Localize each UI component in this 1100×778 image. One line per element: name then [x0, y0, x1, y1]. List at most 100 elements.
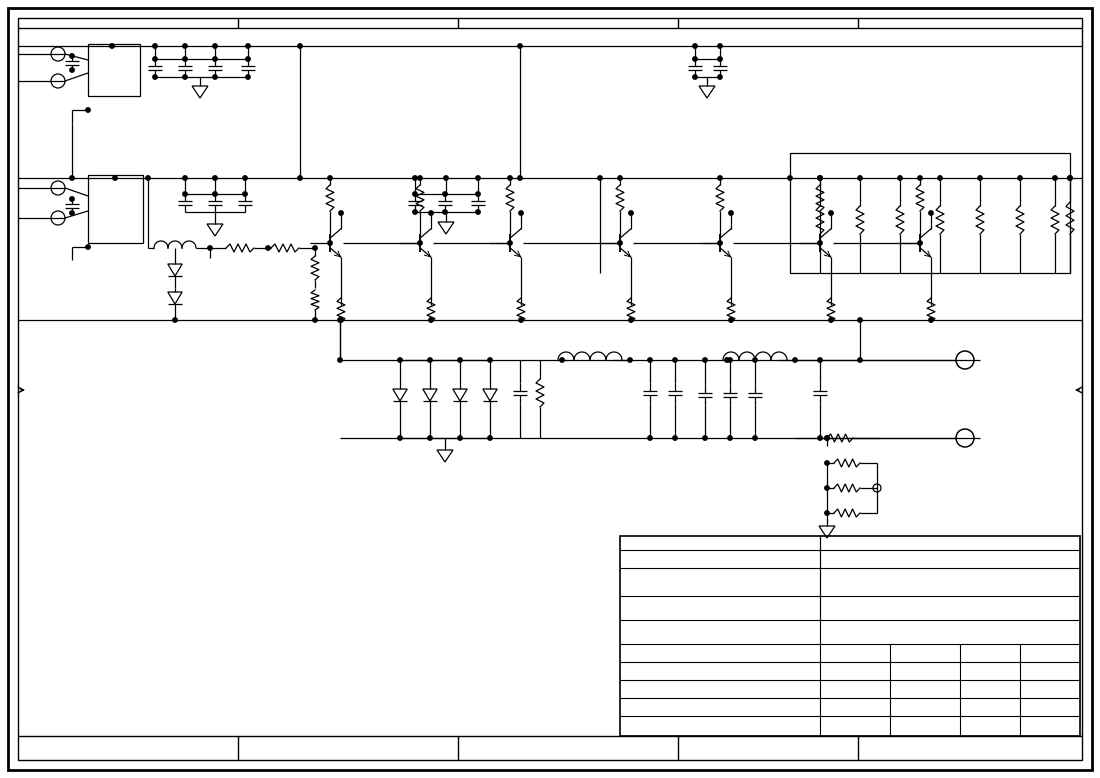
Circle shape — [428, 358, 432, 363]
Circle shape — [266, 246, 271, 251]
Circle shape — [718, 176, 723, 180]
Circle shape — [693, 57, 697, 61]
Circle shape — [183, 44, 187, 48]
Circle shape — [183, 57, 187, 61]
Circle shape — [729, 317, 734, 322]
Circle shape — [328, 176, 332, 180]
Circle shape — [1068, 176, 1072, 180]
Circle shape — [618, 241, 623, 245]
Circle shape — [718, 44, 723, 48]
Circle shape — [418, 241, 422, 245]
Circle shape — [518, 44, 522, 48]
Circle shape — [476, 192, 481, 196]
Circle shape — [212, 75, 217, 79]
Circle shape — [560, 358, 564, 363]
Circle shape — [339, 211, 343, 216]
Circle shape — [718, 241, 723, 245]
Circle shape — [718, 75, 723, 79]
Circle shape — [153, 44, 157, 48]
Circle shape — [69, 176, 74, 180]
Circle shape — [458, 436, 462, 440]
Circle shape — [429, 317, 433, 322]
Circle shape — [673, 436, 678, 440]
Circle shape — [817, 358, 822, 363]
Circle shape — [458, 358, 462, 363]
Circle shape — [728, 358, 733, 363]
Circle shape — [825, 511, 829, 515]
Circle shape — [718, 57, 723, 61]
Circle shape — [173, 317, 177, 322]
Circle shape — [487, 436, 492, 440]
Bar — [790, 153, 1070, 273]
Circle shape — [725, 358, 729, 363]
Circle shape — [212, 192, 217, 196]
Circle shape — [1018, 176, 1022, 180]
Circle shape — [519, 211, 524, 216]
Circle shape — [245, 57, 250, 61]
Circle shape — [212, 44, 217, 48]
Circle shape — [476, 176, 481, 180]
Circle shape — [398, 358, 403, 363]
Circle shape — [328, 241, 332, 245]
Circle shape — [1068, 176, 1072, 180]
Circle shape — [788, 176, 792, 180]
Circle shape — [858, 317, 862, 322]
Circle shape — [183, 75, 187, 79]
Circle shape — [212, 176, 217, 180]
Circle shape — [69, 54, 74, 58]
Circle shape — [183, 176, 187, 180]
Circle shape — [153, 57, 157, 61]
Bar — [88, 44, 140, 96]
Circle shape — [69, 68, 74, 72]
Circle shape — [729, 211, 734, 216]
Circle shape — [817, 176, 822, 180]
Circle shape — [212, 57, 217, 61]
Circle shape — [752, 436, 757, 440]
Circle shape — [629, 317, 634, 322]
Circle shape — [183, 192, 187, 196]
Circle shape — [338, 358, 342, 363]
Circle shape — [339, 317, 343, 322]
Circle shape — [793, 358, 798, 363]
Circle shape — [412, 210, 417, 214]
Circle shape — [429, 211, 433, 216]
Circle shape — [245, 75, 250, 79]
Circle shape — [519, 317, 524, 322]
Circle shape — [298, 44, 302, 48]
Circle shape — [245, 44, 250, 48]
Circle shape — [693, 44, 697, 48]
Circle shape — [146, 176, 151, 180]
Circle shape — [428, 436, 432, 440]
Circle shape — [243, 176, 248, 180]
Circle shape — [858, 358, 862, 363]
Circle shape — [69, 197, 74, 202]
Bar — [88, 175, 143, 243]
Circle shape — [858, 176, 862, 180]
Circle shape — [487, 358, 492, 363]
Circle shape — [648, 358, 652, 363]
Circle shape — [938, 176, 943, 180]
Circle shape — [153, 75, 157, 79]
Circle shape — [86, 245, 90, 249]
Circle shape — [817, 436, 822, 440]
Circle shape — [928, 211, 933, 216]
Circle shape — [398, 436, 403, 440]
Circle shape — [86, 108, 90, 112]
Circle shape — [928, 317, 933, 322]
Circle shape — [69, 211, 74, 216]
Circle shape — [825, 436, 829, 440]
Circle shape — [298, 176, 302, 180]
Circle shape — [443, 210, 448, 214]
Circle shape — [412, 192, 417, 196]
Circle shape — [828, 317, 833, 322]
Circle shape — [817, 176, 822, 180]
Circle shape — [312, 317, 317, 322]
Circle shape — [917, 241, 922, 245]
Circle shape — [917, 176, 922, 180]
Circle shape — [243, 192, 248, 196]
Circle shape — [508, 241, 513, 245]
Circle shape — [629, 211, 634, 216]
Circle shape — [825, 461, 829, 465]
Circle shape — [1053, 176, 1057, 180]
Circle shape — [825, 485, 829, 490]
